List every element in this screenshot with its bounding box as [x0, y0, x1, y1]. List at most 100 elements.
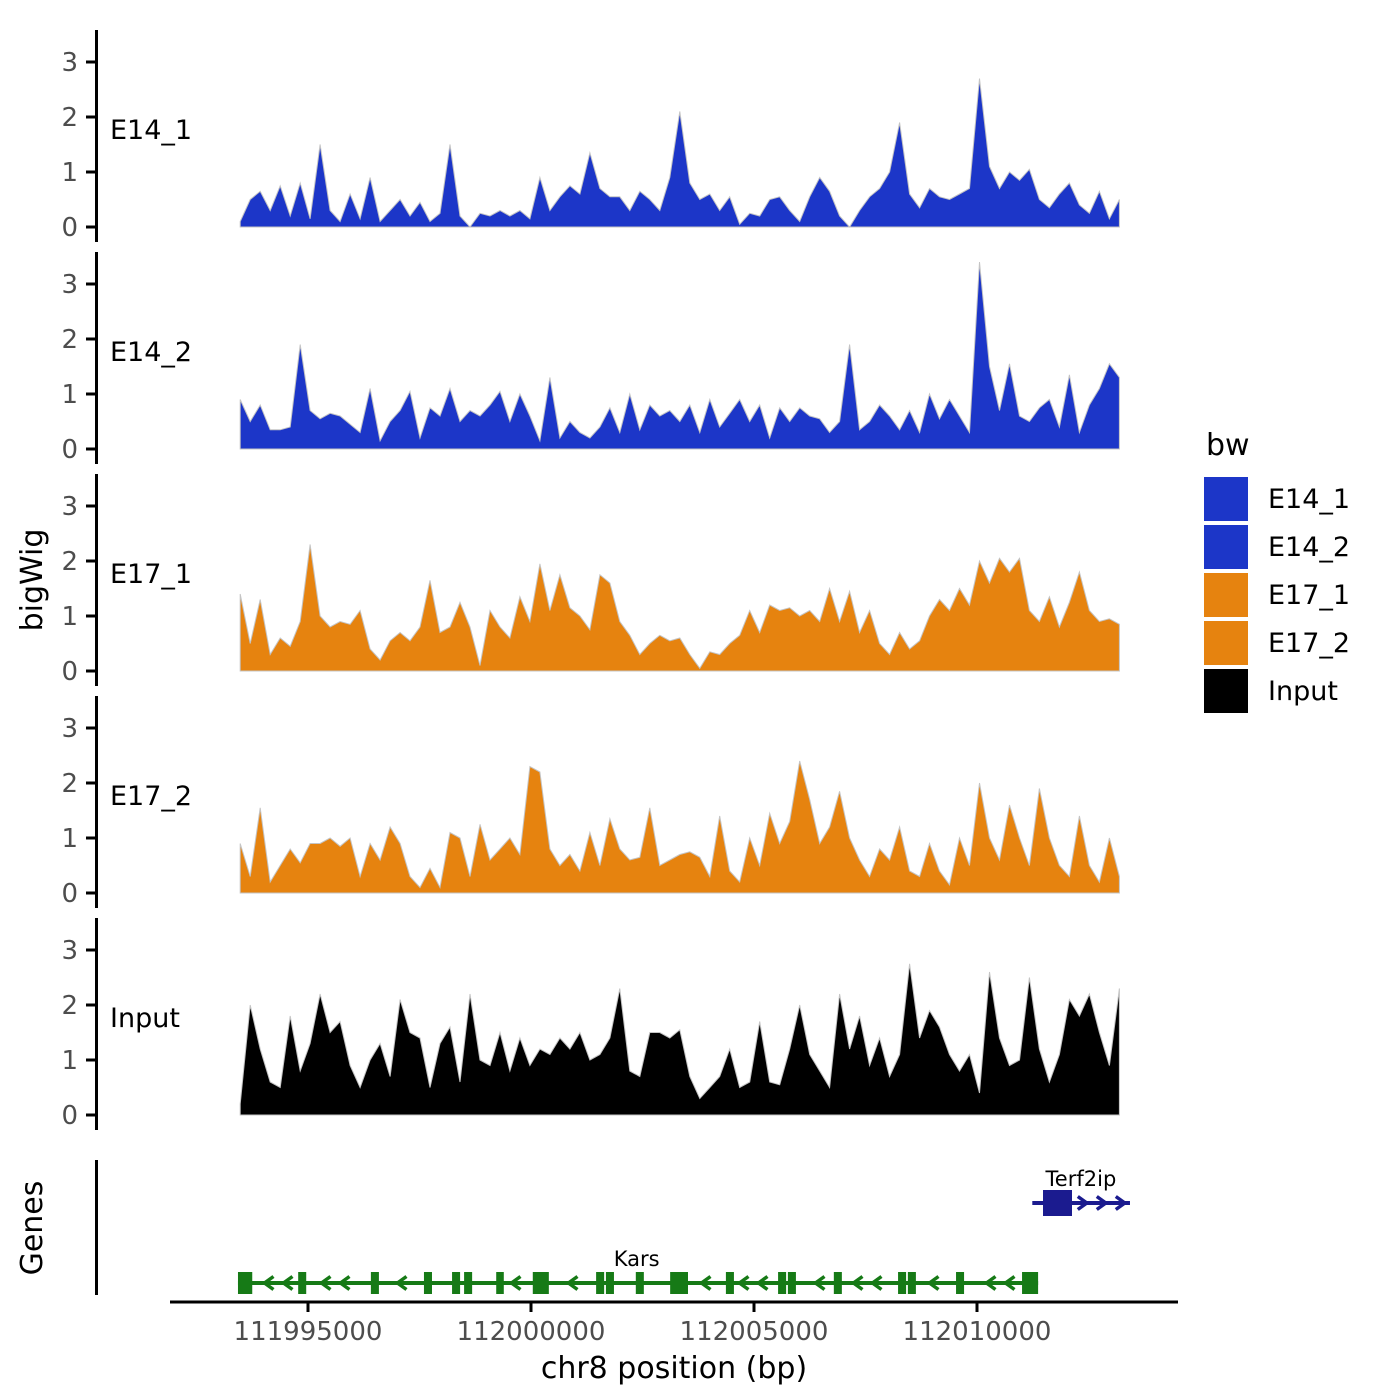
- genes-panel: Terf2ip Kars: [95, 1160, 1130, 1295]
- track-label: E14_1: [110, 115, 192, 146]
- track-label: Input: [110, 1003, 180, 1034]
- x-tick-label: 112005000: [680, 1317, 829, 1347]
- legend-title: bw: [1206, 428, 1250, 463]
- legend-label: E17_2: [1268, 627, 1351, 659]
- gene-exon: [370, 1272, 379, 1294]
- y-tick-label: 0: [61, 1101, 78, 1131]
- track-label: E17_2: [110, 781, 192, 812]
- gene-exon: [452, 1272, 461, 1294]
- legend-label: E14_1: [1268, 483, 1351, 515]
- legend-label: E14_2: [1268, 531, 1351, 563]
- y-tick-label: 1: [61, 824, 78, 854]
- signal-area-Input: [239, 963, 1120, 1116]
- gene-exon: [464, 1272, 473, 1294]
- gene-Terf2ip: Terf2ip: [1032, 1167, 1130, 1216]
- track-label: E17_1: [110, 559, 192, 590]
- strand-arrow-icon: [394, 1275, 408, 1291]
- gene-exon: [1022, 1272, 1039, 1294]
- gene-exon: [635, 1272, 644, 1294]
- gene-exon: [496, 1272, 504, 1294]
- x-tick-label: 112000000: [457, 1317, 606, 1347]
- strand-arrow-icon: [812, 1275, 826, 1291]
- y-tick-label: 1: [61, 380, 78, 410]
- y-axis-title-bigwig: bigWig: [15, 529, 50, 632]
- legend-swatch: [1204, 525, 1248, 569]
- strand-arrow-icon: [755, 1275, 769, 1291]
- y-tick-label: 3: [61, 714, 78, 744]
- gene-exon: [725, 1272, 734, 1294]
- strand-arrow-icon: [508, 1275, 522, 1291]
- signal-area-E17_2: [239, 760, 1120, 894]
- gene-name-label: Kars: [614, 1247, 660, 1271]
- track-label: E14_2: [110, 337, 192, 368]
- legend: bw E14_1 E14_2 E17_1 E17_2 Input: [1204, 428, 1350, 717]
- gene-exon: [778, 1272, 787, 1294]
- x-axis: 111995000 112000000 112005000 112010000: [170, 1300, 1178, 1347]
- gene-exon: [907, 1272, 916, 1294]
- strand-arrow-icon: [698, 1275, 712, 1291]
- strand-arrow-icon: [736, 1275, 750, 1291]
- y-tick-label: 0: [61, 435, 78, 465]
- legend-swatch: [1204, 621, 1248, 665]
- gene-exon: [787, 1272, 796, 1294]
- strand-arrow-icon: [337, 1275, 351, 1291]
- y-tick-label: 2: [61, 769, 78, 799]
- y-tick-label: 1: [61, 1046, 78, 1076]
- track-panel-E17_1: 0 1 2 3 E17_1: [61, 474, 1120, 687]
- y-tick-label: 3: [61, 270, 78, 300]
- y-tick-label: 0: [61, 657, 78, 687]
- signal-tracks: 0 1 2 3 E14_1 0 1 2 3 E14_2 0 1 2 3 E17_1 0 1 2 3 E17_2 0 1 2 3…: [61, 30, 1120, 1131]
- gene-exon: [956, 1272, 965, 1294]
- track-panel-E14_1: 0 1 2 3 E14_1: [61, 30, 1120, 243]
- strand-arrow-icon: [983, 1275, 997, 1291]
- legend-label: E17_1: [1268, 579, 1351, 611]
- signal-area-E14_2: [239, 261, 1120, 450]
- signal-area-E17_1: [239, 544, 1120, 672]
- y-tick-label: 2: [61, 991, 78, 1021]
- gene-exon: [423, 1272, 432, 1294]
- y-tick-label: 2: [61, 325, 78, 355]
- gene-exon: [670, 1272, 688, 1294]
- y-tick-label: 3: [61, 936, 78, 966]
- gene-exon: [605, 1272, 614, 1294]
- y-tick-label: 0: [61, 213, 78, 243]
- gene-exon: [1043, 1190, 1072, 1216]
- strand-arrow-icon: [1095, 1195, 1109, 1211]
- legend-entry-E17_2: E17_2: [1204, 621, 1350, 665]
- x-axis-title: chr8 position (bp): [541, 1351, 807, 1386]
- y-tick-label: 3: [61, 48, 78, 78]
- strand-arrow-icon: [926, 1275, 940, 1291]
- legend-swatch: [1204, 573, 1248, 617]
- track-panel-E17_2: 0 1 2 3 E17_2: [61, 696, 1120, 909]
- gene-exon: [596, 1272, 605, 1294]
- strand-arrow-icon: [318, 1275, 332, 1291]
- legend-label: Input: [1268, 675, 1338, 707]
- signal-area-E14_1: [239, 78, 1120, 228]
- y-tick-label: 2: [61, 103, 78, 133]
- track-panel-Input: 0 1 2 3 Input: [61, 918, 1120, 1131]
- strand-arrow-icon: [850, 1275, 864, 1291]
- track-panel-E14_2: 0 1 2 3 E14_2: [61, 252, 1120, 465]
- legend-entries: E14_1 E14_2 E17_1 E17_2 Input: [1204, 477, 1350, 713]
- y-tick-label: 2: [61, 547, 78, 577]
- gene-Kars: Kars: [237, 1247, 1039, 1294]
- y-tick-label: 1: [61, 602, 78, 632]
- strand-arrow-icon: [261, 1275, 275, 1291]
- x-tick-label: 112010000: [903, 1317, 1052, 1347]
- legend-entry-E17_1: E17_1: [1204, 573, 1350, 617]
- strand-arrow-icon: [1114, 1195, 1128, 1211]
- x-tick-label: 111995000: [234, 1317, 383, 1347]
- gene-name-label: Terf2ip: [1045, 1167, 1117, 1191]
- y-tick-label: 3: [61, 492, 78, 522]
- gene-exon: [898, 1272, 907, 1294]
- gene-exon: [298, 1272, 307, 1294]
- strand-arrow-icon: [1076, 1195, 1090, 1211]
- y-tick-label: 1: [61, 158, 78, 188]
- legend-entry-Input: Input: [1204, 669, 1350, 713]
- legend-swatch: [1204, 669, 1248, 713]
- strand-arrow-icon: [565, 1275, 579, 1291]
- gene-exon: [532, 1272, 549, 1294]
- y-axis-title-genes: Genes: [15, 1181, 50, 1276]
- strand-arrow-icon: [1002, 1275, 1016, 1291]
